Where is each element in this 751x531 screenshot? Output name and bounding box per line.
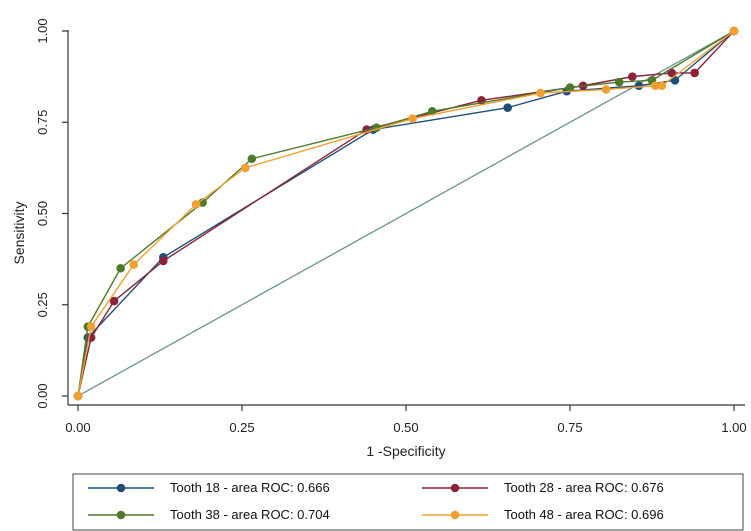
axis-ticks: [62, 30, 735, 411]
data-point: [536, 88, 545, 98]
legend-marker: [116, 483, 126, 493]
x-tick-label: 0.50: [393, 420, 418, 435]
reference-diagonal-line: [77, 30, 735, 397]
series-4: [73, 26, 739, 401]
data-point: [191, 200, 201, 209]
data-point: [634, 81, 644, 91]
data-point: [667, 68, 676, 78]
data-point: [628, 72, 637, 81]
x-tick-label: 0.00: [65, 420, 90, 435]
legend-label: Tooth 28 - area ROC: 0.676: [504, 480, 664, 495]
y-tick-label: 0.25: [35, 292, 50, 317]
data-point: [408, 114, 417, 123]
legend-box: [72, 473, 744, 531]
legend-marker: [450, 510, 460, 520]
y-tick-labels: 0.00 0.25 0.50 0.75 1.00: [35, 18, 50, 408]
series-layer: [73, 26, 739, 401]
x-tick-label: 0.25: [229, 420, 254, 435]
legend: Tooth 18 - area ROC: 0.666 Tooth 28 - are…: [88, 480, 664, 522]
data-point: [503, 103, 512, 112]
data-point: [729, 26, 739, 36]
data-point: [650, 81, 660, 91]
data-point: [116, 263, 125, 273]
legend-item: Tooth 18 - area ROC: 0.666: [88, 480, 330, 495]
data-point: [129, 260, 139, 269]
legend-label: Tooth 18 - area ROC: 0.666: [170, 480, 330, 495]
legend-label: Tooth 38 - area ROC: 0.704: [170, 507, 330, 522]
y-tick-label: 0.00: [35, 383, 50, 408]
y-tick-label: 0.75: [35, 110, 50, 135]
data-point: [657, 81, 667, 91]
x-axis-title: 1 -Specificity: [366, 443, 445, 459]
data-point: [240, 163, 250, 173]
legend-item: Tooth 38 - area ROC: 0.704: [88, 507, 330, 522]
legend-label: Tooth 48 - area ROC: 0.696: [504, 507, 664, 522]
legend-item: Tooth 28 - area ROC: 0.676: [422, 480, 664, 495]
y-axis-title: Sensitivity: [11, 201, 27, 264]
data-point: [427, 107, 437, 116]
x-tick-label: 1.00: [721, 420, 746, 435]
data-point: [109, 296, 119, 306]
x-tick-label: 0.75: [557, 420, 582, 435]
legend-marker: [116, 510, 126, 520]
data-point: [73, 391, 83, 401]
legend-marker: [450, 483, 460, 493]
data-point: [614, 77, 624, 87]
data-point: [565, 83, 575, 92]
y-tick-label: 0.50: [35, 201, 50, 226]
legend-item: Tooth 48 - area ROC: 0.696: [422, 507, 664, 522]
data-point: [690, 68, 699, 78]
data-point: [158, 256, 168, 266]
data-point: [86, 322, 96, 331]
x-tick-labels: 0.00 0.25 0.50 0.75 1.00: [65, 420, 746, 435]
data-point: [601, 85, 611, 94]
y-tick-label: 1.00: [35, 18, 50, 43]
data-point: [247, 154, 257, 164]
